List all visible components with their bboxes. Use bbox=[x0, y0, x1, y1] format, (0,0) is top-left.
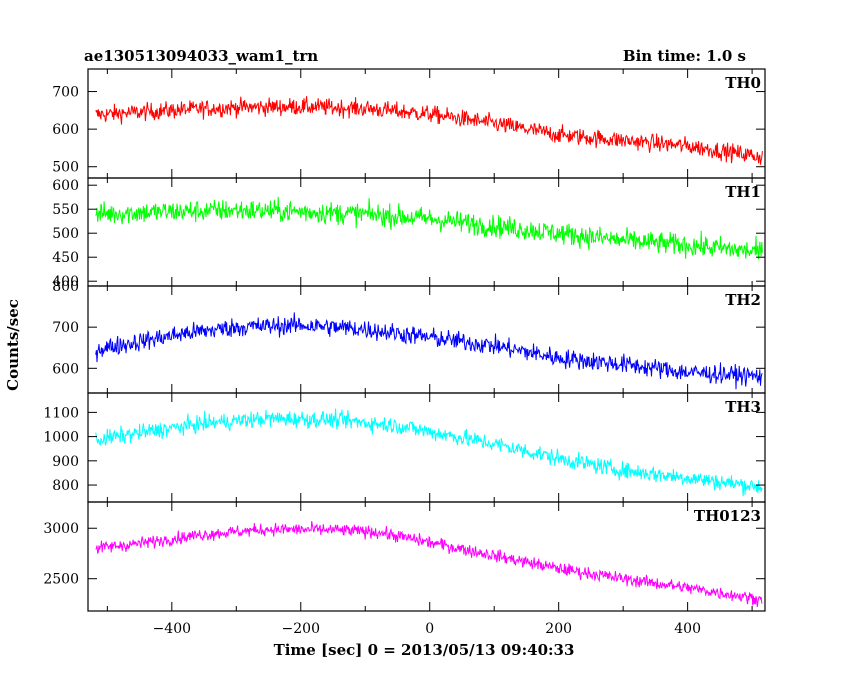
chart-title: ae130513094033_wam1_trn bbox=[84, 47, 318, 65]
series-line-th0123 bbox=[95, 521, 763, 608]
y-tick-label: 1000 bbox=[43, 430, 79, 446]
y-tick-label: 400 bbox=[52, 274, 79, 290]
x-tick-label: −200 bbox=[282, 621, 320, 637]
y-tick-label: 800 bbox=[52, 279, 79, 295]
y-tick-label: 1100 bbox=[43, 405, 79, 421]
panel-th1: 400 450 500 550 600 TH1 bbox=[52, 177, 766, 290]
y-axis-label: Counts/sec bbox=[4, 299, 22, 391]
panels-group: 500 600 700 TH0 400 450 500 550 600 TH1 600 700 800 T… bbox=[43, 68, 766, 637]
panel-frame bbox=[87, 285, 766, 394]
panel-th0123: 2500 3000 TH0123 bbox=[43, 501, 766, 612]
y-tick-label: 600 bbox=[52, 178, 79, 194]
panel-frame bbox=[87, 177, 766, 287]
y-tick-label: 900 bbox=[52, 454, 79, 470]
series-line-th0 bbox=[95, 96, 763, 165]
x-tick-label: 0 bbox=[425, 621, 434, 637]
series-line-th1 bbox=[95, 196, 763, 260]
y-tick-label: 500 bbox=[52, 160, 79, 176]
panel-th2: 600 700 800 TH2 bbox=[52, 279, 766, 394]
panel-label-th2: TH2 bbox=[725, 291, 761, 309]
y-tick-label: 550 bbox=[52, 202, 79, 218]
y-tick-label: 3000 bbox=[43, 521, 79, 537]
panel-frame bbox=[87, 68, 766, 179]
panel-label-th0123: TH0123 bbox=[694, 507, 761, 525]
panel-frame bbox=[87, 392, 766, 503]
panel-frame bbox=[87, 501, 766, 612]
panel-th3: 800 900 1000 1100 TH3 bbox=[43, 392, 766, 503]
y-tick-label: 2500 bbox=[43, 572, 79, 588]
bin-time-label: Bin time: 1.0 s bbox=[623, 47, 746, 65]
y-tick-label: 700 bbox=[52, 85, 79, 101]
panel-label-th3: TH3 bbox=[725, 398, 761, 416]
y-tick-label: 800 bbox=[52, 478, 79, 494]
series-line-th2 bbox=[95, 312, 763, 390]
panel-th0: 500 600 700 TH0 bbox=[52, 68, 766, 179]
y-tick-label: 600 bbox=[52, 122, 79, 138]
y-tick-label: 450 bbox=[52, 250, 79, 266]
series-line-th3 bbox=[95, 408, 763, 497]
x-tick-label: 400 bbox=[674, 621, 701, 637]
y-tick-label: 600 bbox=[52, 361, 79, 377]
panel-label-th1: TH1 bbox=[725, 183, 761, 201]
y-tick-label: 700 bbox=[52, 320, 79, 336]
x-axis-label: Time [sec] 0 = 2013/05/13 09:40:33 bbox=[274, 641, 575, 659]
panel-label-th0: TH0 bbox=[725, 74, 761, 92]
y-tick-label: 500 bbox=[52, 226, 79, 242]
x-tick-label: −400 bbox=[153, 621, 191, 637]
x-tick-label: 200 bbox=[545, 621, 572, 637]
